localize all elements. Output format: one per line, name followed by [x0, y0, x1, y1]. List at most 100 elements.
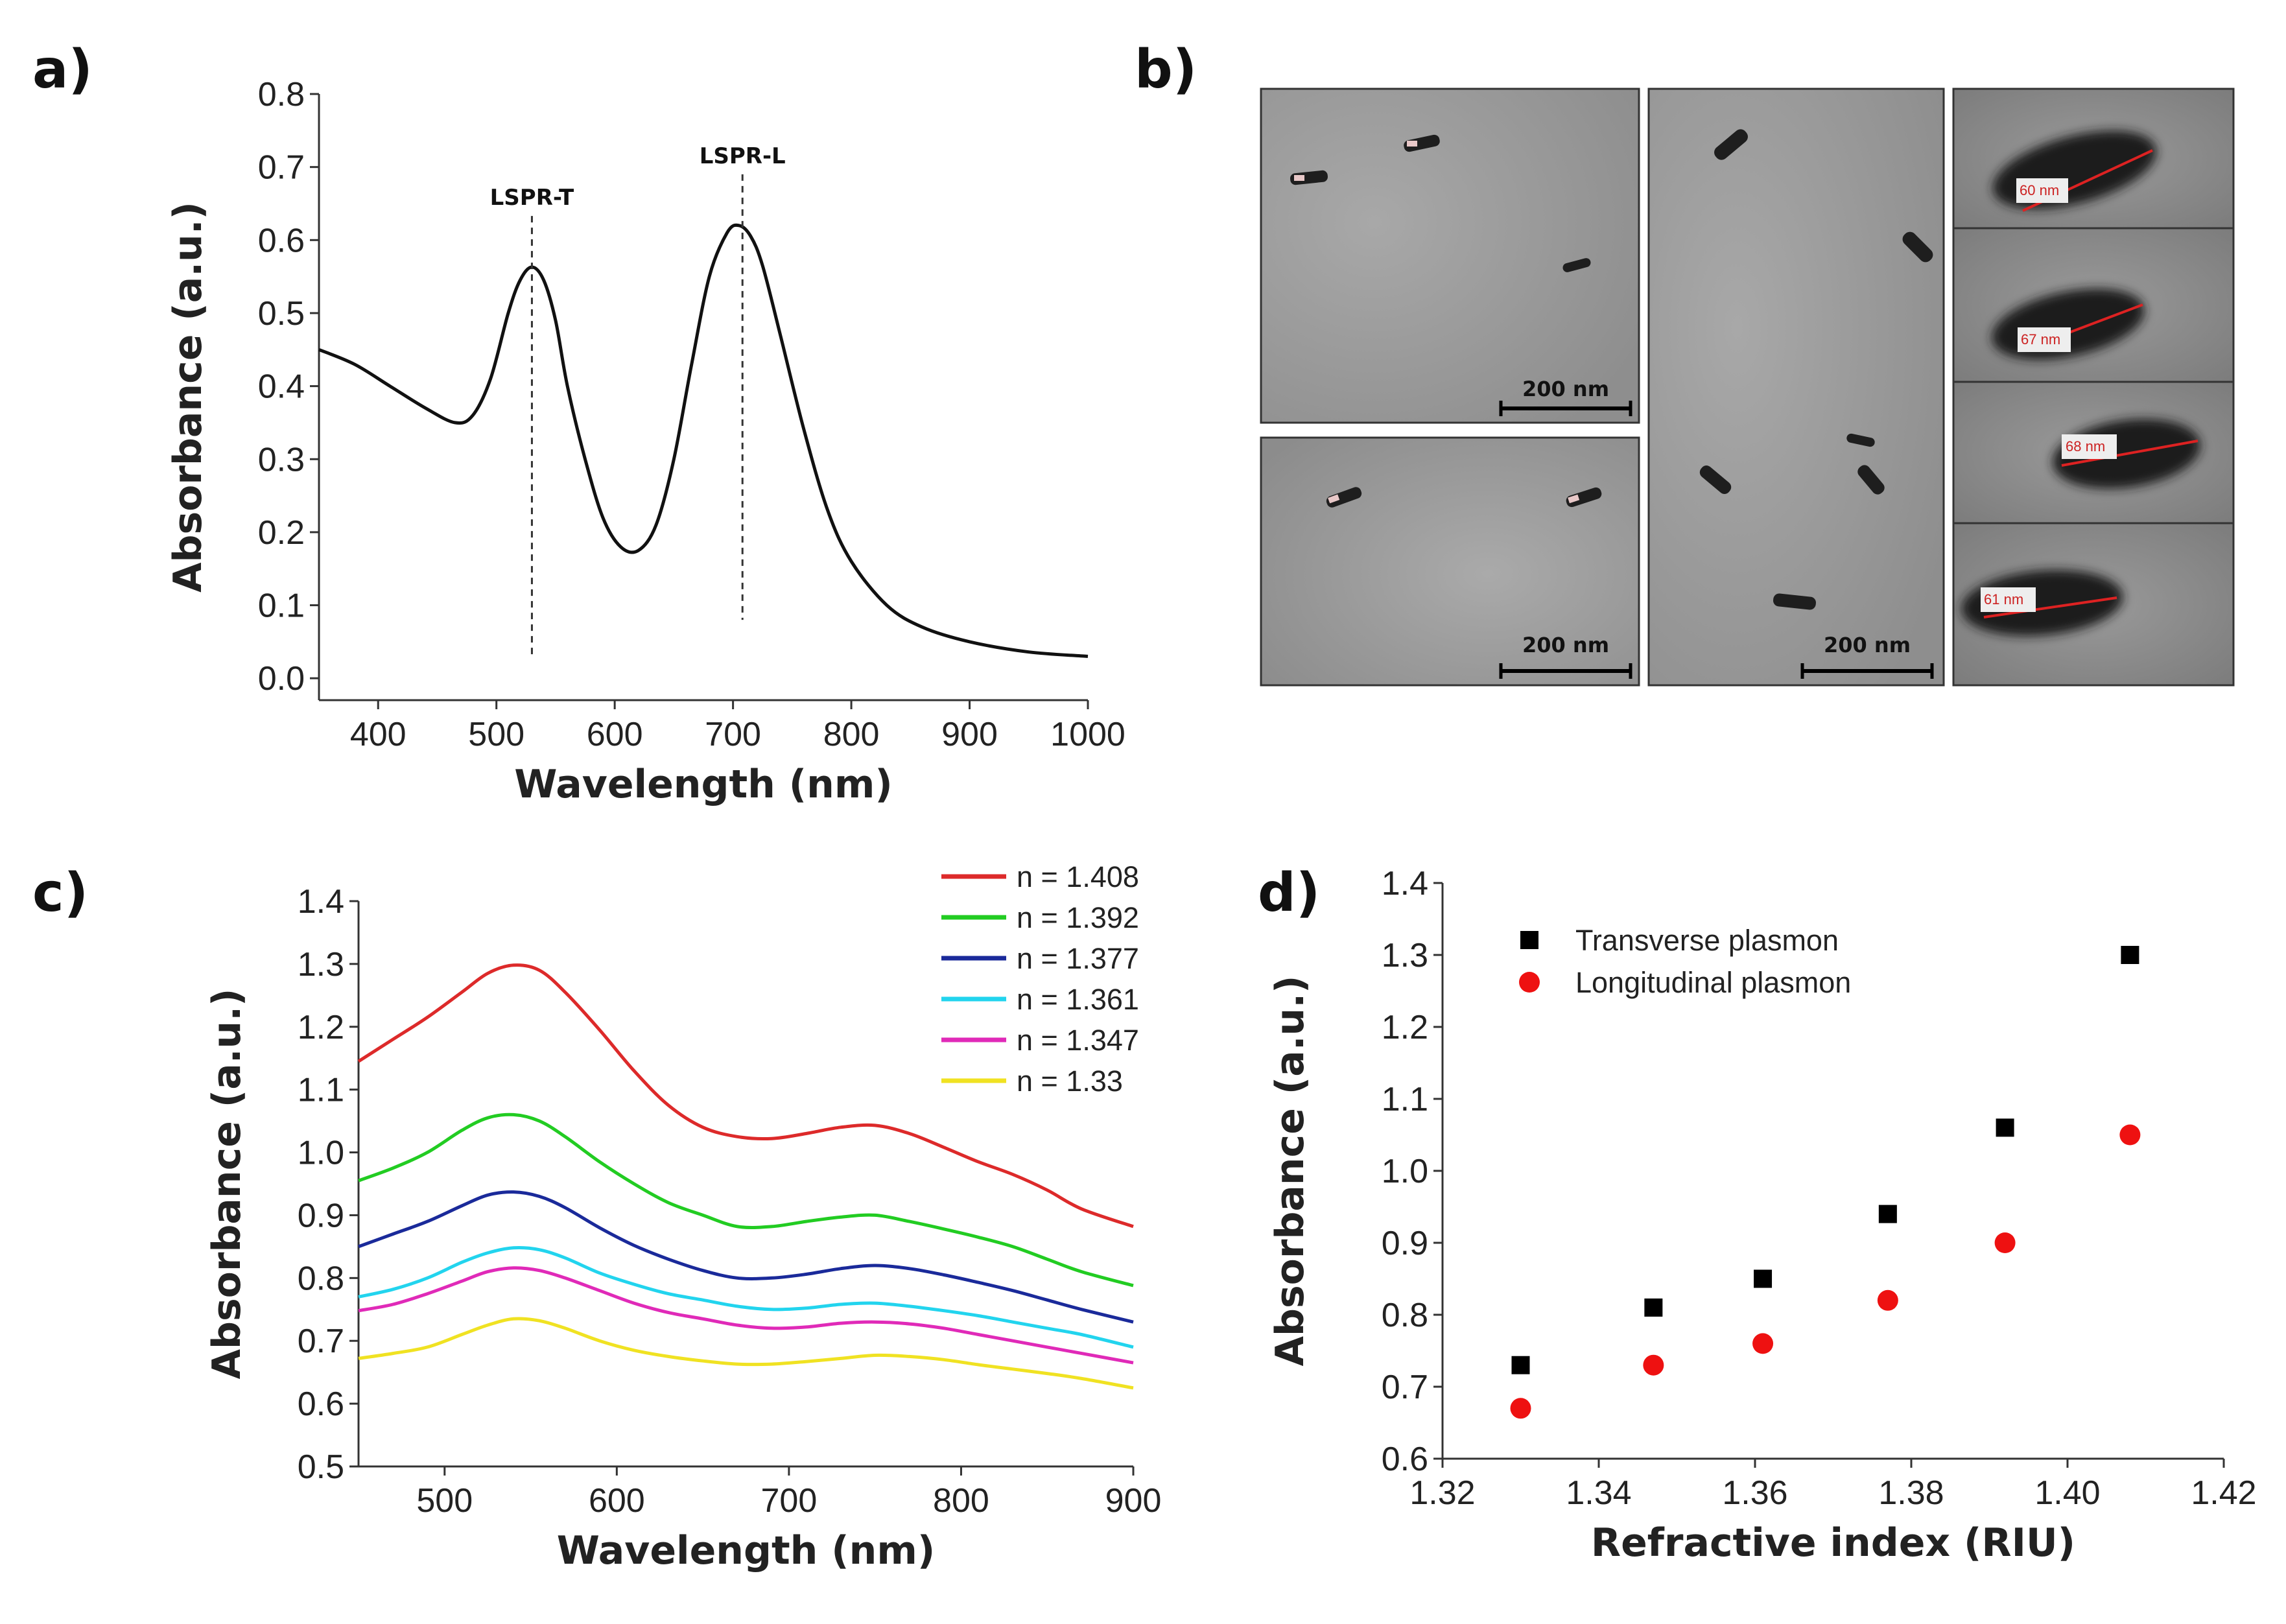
- data-point-transverse: [1878, 1205, 1897, 1223]
- x-tick-label: 900: [1105, 1482, 1162, 1520]
- y-tick-label: 0.9: [298, 1197, 344, 1234]
- panel-label-c: c): [32, 862, 88, 924]
- legend-label: n = 1.392: [1017, 901, 1139, 934]
- tem-image-top-left: 200 nm: [1260, 88, 1640, 424]
- legend-label: n = 1.361: [1017, 983, 1139, 1016]
- peak-label: LSPR-L: [700, 143, 786, 169]
- legend-label: n = 1.33: [1017, 1065, 1123, 1098]
- x-tick-label: 600: [587, 716, 643, 753]
- scale-bar-label: 200 nm: [1824, 633, 1911, 657]
- nanorod: [1846, 433, 1875, 447]
- x-tick-label: 600: [589, 1482, 645, 1520]
- y-tick-label: 1.1: [1382, 1081, 1428, 1118]
- data-point-transverse: [1996, 1118, 2014, 1137]
- x-tick-label: 500: [416, 1482, 473, 1520]
- panel-label-a: a): [32, 39, 93, 100]
- y-tick-label: 0.8: [298, 1260, 344, 1297]
- y-axis-title: Absorbance (a.u.): [204, 989, 250, 1380]
- y-tick-label: 0.8: [258, 76, 305, 113]
- x-tick-label: 800: [823, 716, 880, 753]
- nanorod: [1902, 231, 1933, 263]
- scale-bar-label: 200 nm: [1522, 377, 1609, 401]
- y-tick-label: 1.2: [1382, 1009, 1428, 1046]
- series-line-spectrum: [318, 223, 1089, 658]
- x-tick-label: 1.42: [2191, 1474, 2256, 1512]
- legend-marker-circle: [1519, 972, 1540, 993]
- series-line-1361: [358, 1246, 1134, 1349]
- series-line-1392: [358, 1112, 1134, 1288]
- y-tick-label: 0.4: [258, 368, 305, 406]
- legend-label: Transverse plasmon: [1575, 924, 1839, 957]
- y-tick-label: 1.3: [298, 946, 344, 983]
- x-tick-label: 500: [468, 716, 524, 753]
- data-point-longitudinal: [1510, 1398, 1531, 1419]
- y-tick-label: 0.5: [298, 1448, 344, 1486]
- data-point-longitudinal: [1877, 1289, 1898, 1311]
- x-axis-title: Wavelength (nm): [557, 1528, 936, 1573]
- y-tick-label: 0.8: [1382, 1297, 1428, 1334]
- x-tick-label: 1.38: [1878, 1474, 1944, 1512]
- tem-zoom-1: 60 nm: [1952, 88, 2235, 229]
- legend-label: Longitudinal plasmon: [1575, 966, 1851, 999]
- y-tick-label: 0.6: [298, 1385, 344, 1423]
- data-point-transverse: [1754, 1269, 1773, 1288]
- y-axis-title: Absorbance (a.u.): [1267, 976, 1313, 1367]
- x-tick-label: 700: [761, 1482, 818, 1520]
- nanorod: [1773, 593, 1816, 610]
- length-measurement: 68 nm: [2066, 438, 2105, 454]
- x-tick-label: 700: [705, 716, 761, 753]
- y-axis-title: Absorbance (a.u.): [165, 202, 211, 593]
- series-line-1347: [358, 1266, 1134, 1365]
- tem-zoom-3: 68 nm: [1952, 381, 2235, 524]
- x-tick-label: 1.34: [1566, 1474, 1631, 1512]
- y-tick-label: 0.5: [258, 295, 305, 333]
- series-line-1408: [357, 963, 1134, 1229]
- nanorod: [1326, 487, 1362, 508]
- tem-image-bottom-left: 200 nm: [1260, 436, 1640, 687]
- panel-label-b: b): [1135, 39, 1197, 100]
- legend-marker-square: [1520, 931, 1538, 949]
- y-tick-label: 0.7: [298, 1323, 344, 1360]
- legend-label: n = 1.377: [1017, 942, 1139, 975]
- x-tick-label: 1.32: [1409, 1474, 1475, 1512]
- nanorod: [1857, 465, 1885, 495]
- data-point-longitudinal: [1994, 1232, 2016, 1253]
- x-tick-label: 1.40: [2034, 1474, 2100, 1512]
- data-point-longitudinal: [1643, 1354, 1664, 1376]
- y-tick-label: 1.4: [298, 883, 344, 921]
- series-line-133: [358, 1317, 1134, 1390]
- y-tick-label: 0.7: [258, 149, 305, 187]
- data-point-transverse: [1644, 1298, 1663, 1317]
- length-measurement: 67 nm: [2021, 331, 2060, 347]
- legend-label: n = 1.408: [1017, 860, 1139, 893]
- x-tick-label: 900: [941, 716, 998, 753]
- length-measurement: 61 nm: [1984, 591, 2023, 607]
- y-tick-label: 0.7: [1382, 1369, 1428, 1406]
- x-tick-label: 400: [350, 716, 407, 753]
- y-tick-label: 1.2: [298, 1009, 344, 1046]
- data-point-transverse: [2121, 946, 2139, 964]
- data-point-longitudinal: [2119, 1124, 2141, 1146]
- length-measurement: 60 nm: [2020, 182, 2059, 198]
- chart-a-absorbance-spectrum: 400 500 600 700 800 900 1000 0.0 0.1 0.2 0.3 0.4 0.5…: [165, 76, 1125, 807]
- x-axis-title: Refractive index (RIU): [1591, 1520, 2075, 1566]
- tem-zoom-4: 61 nm: [1952, 522, 2235, 687]
- legend-label: n = 1.347: [1017, 1024, 1139, 1057]
- nanorod: [1404, 134, 1440, 152]
- tem-zoom-2: 67 nm: [1952, 227, 2235, 383]
- panel-label-d: d): [1258, 862, 1320, 924]
- tem-image-middle: 200 nm: [1647, 88, 1945, 687]
- scale-bar-label: 200 nm: [1522, 633, 1609, 657]
- nanorod: [1566, 487, 1602, 508]
- tem-micrographs: 200 nm 200 nm 200 nm: [1260, 88, 2235, 687]
- y-tick-label: 0.2: [258, 514, 305, 552]
- y-tick-label: 1.3: [1382, 937, 1428, 974]
- nanorod: [1699, 465, 1732, 494]
- nanorod: [1562, 258, 1591, 272]
- y-tick-label: 0.3: [258, 441, 305, 478]
- y-tick-label: 0.6: [1382, 1441, 1428, 1478]
- y-tick-label: 0.0: [258, 660, 305, 698]
- nanorod: [1290, 170, 1328, 185]
- y-tick-label: 1.4: [1382, 865, 1428, 902]
